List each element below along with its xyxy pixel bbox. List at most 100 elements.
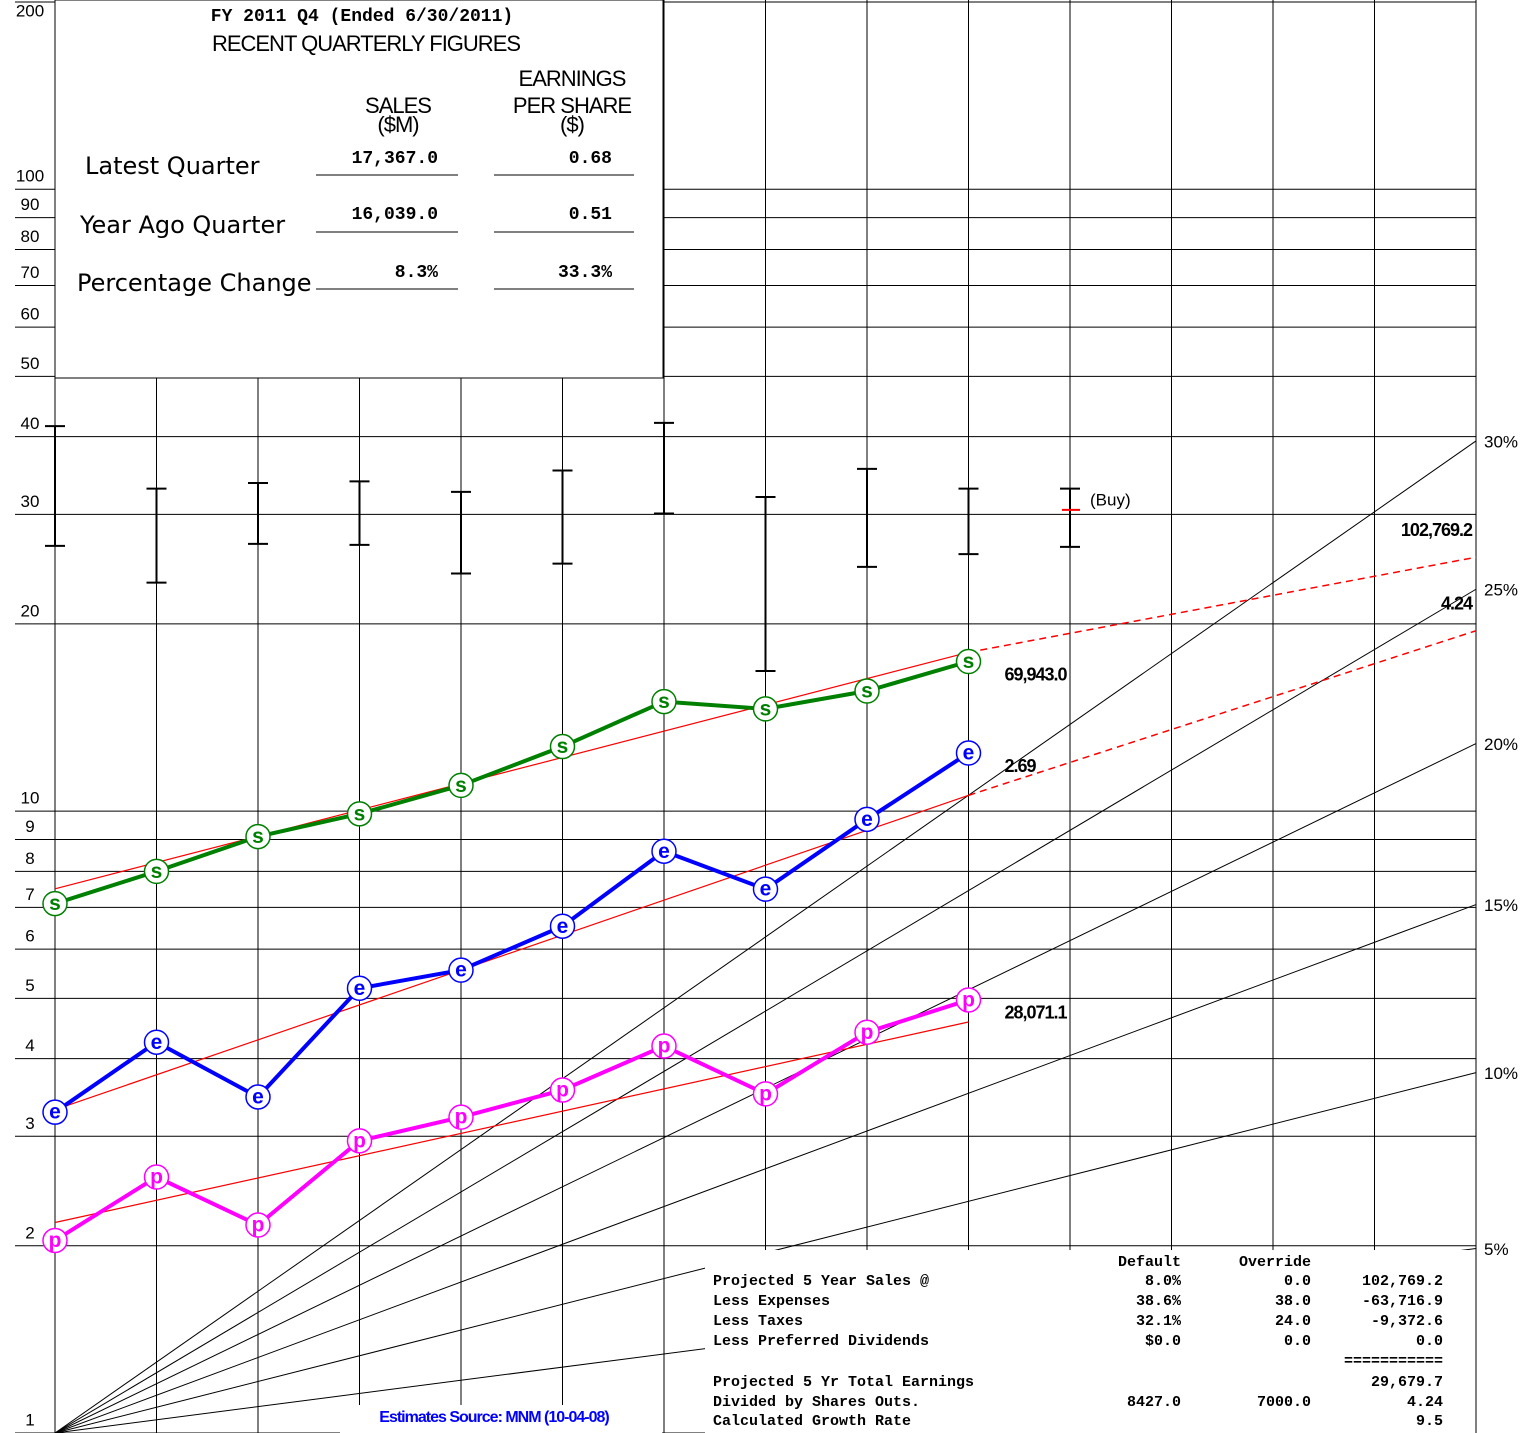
point-letter: e (658, 840, 670, 863)
point-marker (143, 1029, 170, 1055)
point-letter: e (455, 959, 467, 982)
series-line (53, 751, 970, 1114)
point-marker (42, 1099, 68, 1125)
row-sales: 8.3% (395, 263, 438, 283)
point-letter: s (861, 680, 873, 703)
growth-label: 20% (1484, 735, 1518, 754)
table-default: $0.0 (1145, 1333, 1181, 1350)
series-line (53, 998, 970, 1243)
row-label: Percentage Change (77, 269, 312, 297)
series-end-label: 2.69 (1005, 756, 1037, 776)
point-marker (143, 1164, 170, 1190)
growth-line (54, 440, 1477, 1433)
table-override: 0.0 (1284, 1333, 1311, 1350)
y-tick-label: 70 (21, 263, 40, 282)
point-marker (651, 688, 677, 715)
point-letter: p (861, 1021, 874, 1044)
trend-line (54, 651, 969, 890)
point-letter: s (760, 697, 772, 720)
y-tick-label: 10 (21, 789, 40, 808)
row-eps: 0.51 (569, 205, 612, 225)
table-value: -9,372.6 (1371, 1313, 1443, 1330)
point-marker (549, 733, 576, 760)
y-tick-label: 50 (21, 354, 40, 373)
y-tick-label: 6 (25, 927, 34, 946)
y-tick-label: 60 (21, 305, 40, 324)
growth-label: 15% (1484, 896, 1518, 915)
point-marker (42, 1227, 68, 1254)
table-label: Less Taxes (713, 1313, 803, 1330)
trend-line (54, 1021, 969, 1224)
row-sales: 17,367.0 (352, 149, 438, 169)
projection-label: 102,769.2 (1401, 520, 1473, 540)
table-value: 0.0 (1416, 1333, 1443, 1350)
growth-line (54, 904, 1477, 1433)
buy-label: (Buy) (1090, 490, 1131, 509)
y-tick-label: 200 (16, 1, 44, 20)
point-letter: p (353, 1129, 366, 1152)
point-marker (955, 987, 982, 1013)
y-tick-label: 8 (25, 849, 34, 868)
table-default: 8.0% (1145, 1273, 1182, 1290)
point-letter: e (252, 1086, 264, 1109)
source-bg (340, 1405, 662, 1433)
point-marker (346, 975, 373, 1001)
y-tick-label: 30 (21, 492, 40, 511)
sales-header: SALES (365, 93, 431, 118)
table-override: 0.0 (1284, 1273, 1311, 1290)
point-letter: p (150, 1166, 163, 1189)
point-letter: s (557, 735, 569, 758)
point-marker (854, 678, 880, 704)
row-label: Year Ago Quarter (79, 211, 285, 239)
table-value: -63,716.9 (1362, 1293, 1443, 1310)
point-letter: p (759, 1082, 772, 1105)
point-marker (752, 876, 779, 902)
point-letter: p (252, 1214, 265, 1237)
growth-line (54, 588, 1477, 1433)
point-marker (549, 913, 576, 939)
table-value: 9.5 (1416, 1413, 1443, 1430)
table-override: 7000.0 (1257, 1394, 1311, 1411)
table-default: 38.6% (1136, 1293, 1182, 1310)
growth-label: 5% (1484, 1240, 1509, 1259)
point-letter: s (354, 802, 366, 825)
table-value: 29,679.7 (1371, 1374, 1443, 1391)
projection-line (968, 556, 1477, 654)
point-letter: p (49, 1229, 62, 1252)
point-letter: e (151, 1031, 163, 1054)
point-marker (448, 1104, 474, 1130)
y-tick-label: 100 (16, 167, 44, 186)
point-letter: p (658, 1035, 671, 1058)
growth-label: 30% (1484, 432, 1518, 451)
table-label: Calculated Growth Rate (713, 1413, 911, 1430)
point-letter: s (658, 690, 670, 713)
projection-line (968, 630, 1477, 797)
point-letter: s (252, 825, 264, 848)
point-marker (245, 823, 271, 850)
trend-line (54, 794, 969, 1111)
point-letter: s (49, 892, 61, 915)
table-default: 8427.0 (1127, 1394, 1181, 1411)
point-marker (143, 858, 170, 885)
series-end-label: 28,071.1 (1005, 1003, 1068, 1023)
y-tick-label: 1 (25, 1410, 34, 1429)
table-value: 4.24 (1407, 1394, 1443, 1411)
point-marker (854, 806, 880, 833)
table-value: =========== (1344, 1353, 1443, 1370)
table-label: Projected 5 Yr Total Earnings (713, 1374, 974, 1391)
table-label: Divided by Shares Outs. (713, 1394, 920, 1411)
point-letter: s (963, 650, 975, 673)
point-letter: p (455, 1106, 468, 1129)
point-letter: e (49, 1101, 61, 1124)
y-tick-label: 20 (21, 601, 40, 620)
table-label: Projected 5 Year Sales @ (713, 1273, 929, 1290)
point-letter: e (963, 742, 975, 765)
point-marker (955, 648, 982, 675)
row-sales: 16,039.0 (352, 205, 438, 225)
table-value: 102,769.2 (1362, 1273, 1443, 1290)
point-letter: p (962, 988, 975, 1011)
series-line (54, 659, 970, 906)
y-tick-label: 40 (21, 414, 40, 433)
sales-header: ($M) (377, 112, 418, 137)
